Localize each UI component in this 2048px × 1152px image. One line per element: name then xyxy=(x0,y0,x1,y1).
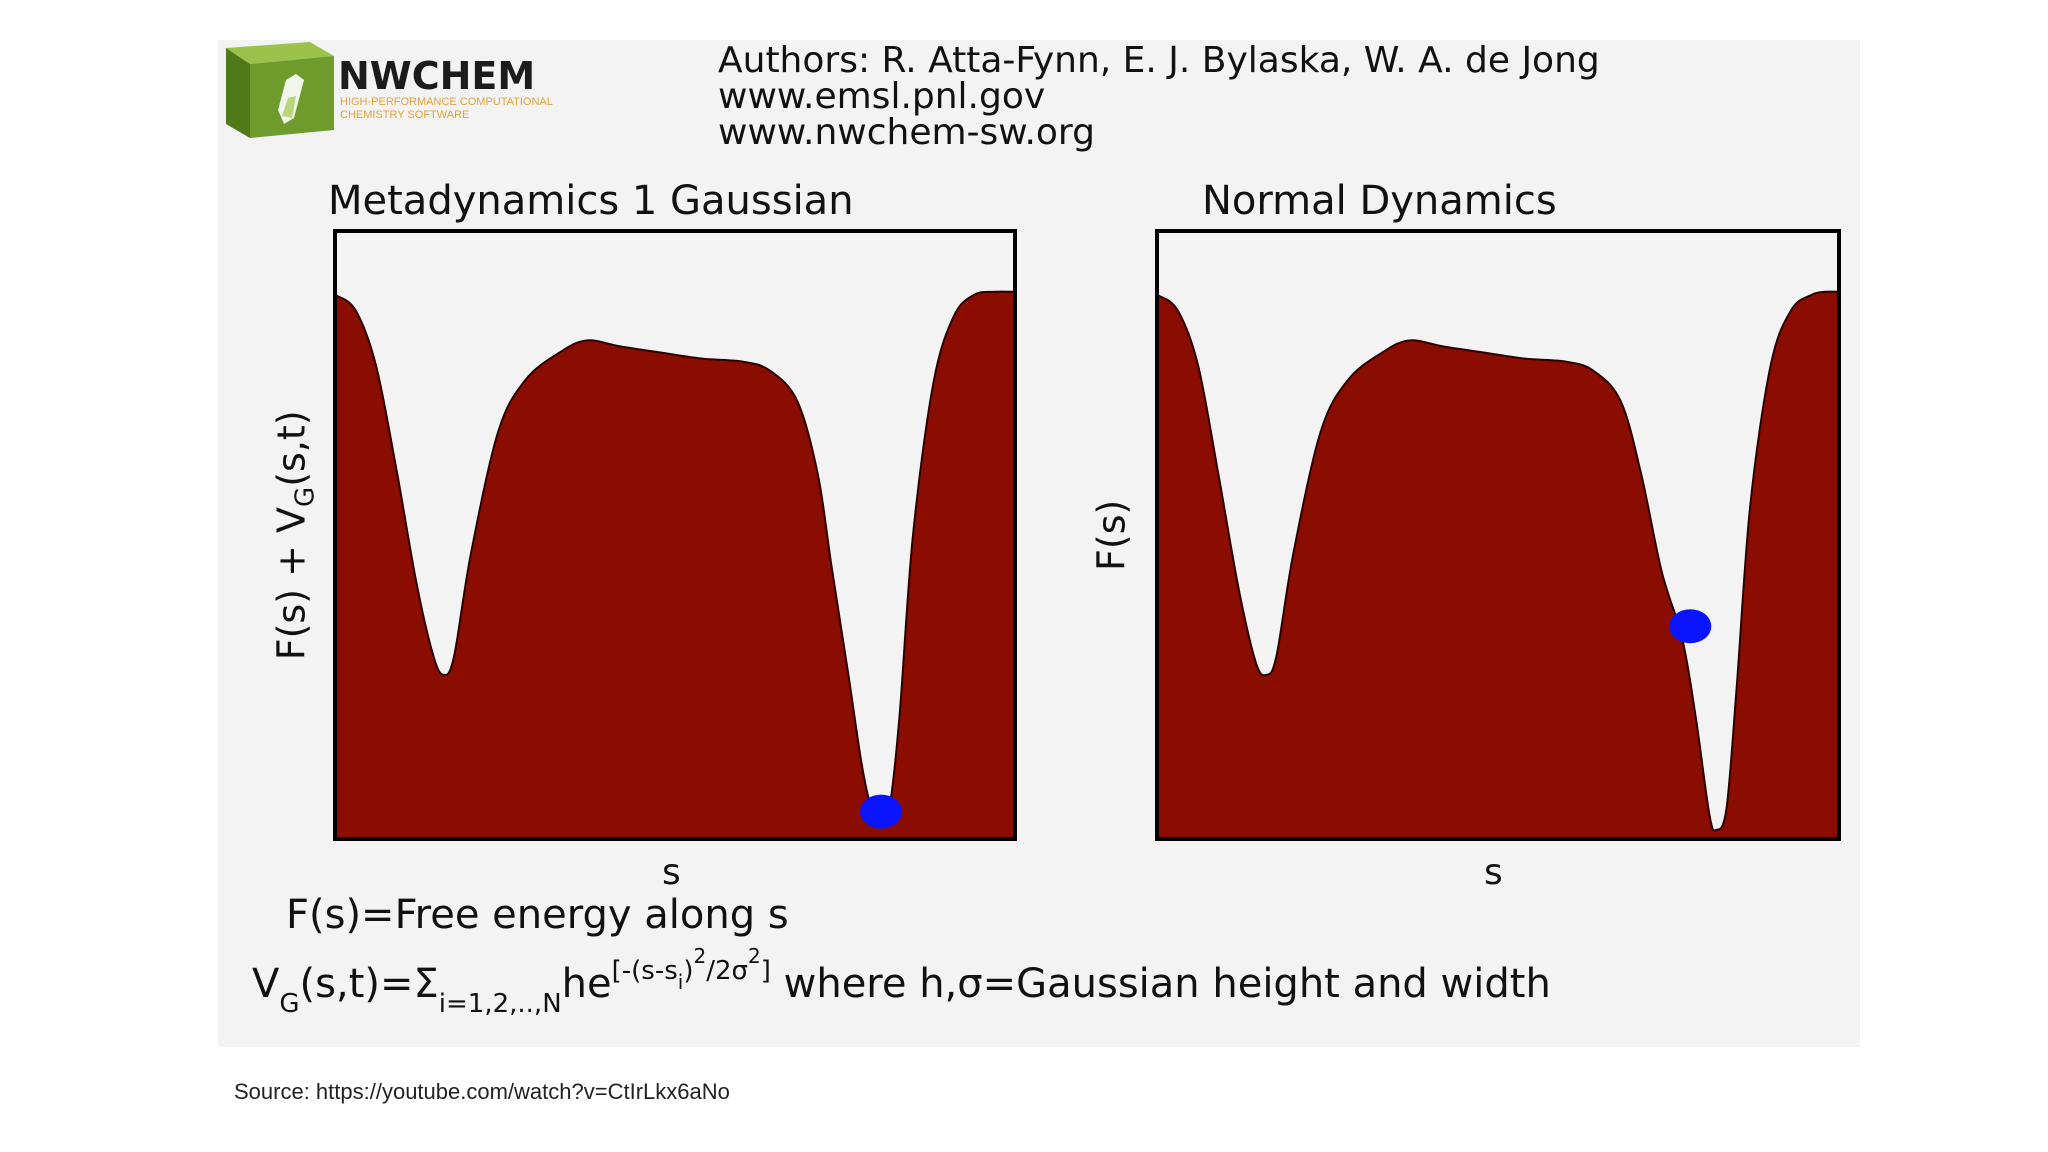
left-plot xyxy=(333,229,1017,841)
url-emsl: www.emsl.pnl.gov xyxy=(718,76,1046,117)
logo-subtitle-line-2: CHEMISTRY SOFTWARE xyxy=(340,109,470,121)
logo-subtitle: HIGH-PERFORMANCE COMPUTATIONAL CHEMISTRY… xyxy=(340,96,640,122)
logo-name: NWCHEM xyxy=(338,54,536,98)
source-citation: Source: https://youtube.com/watch?v=CtIr… xyxy=(234,1079,730,1104)
right-plot-xlabel: s xyxy=(1484,852,1503,893)
logo-subtitle-line-1: HIGH-PERFORMANCE COMPUTATIONAL xyxy=(340,96,553,108)
free-energy-area xyxy=(1156,290,1840,840)
walker-ball xyxy=(860,794,903,829)
walker-ball xyxy=(1669,609,1712,644)
left-plot-xlabel: s xyxy=(662,852,681,893)
plot-frame xyxy=(333,229,1017,841)
nwchem-logo-cube-icon xyxy=(226,42,334,138)
plot-frame xyxy=(1155,229,1841,841)
left-plot-ylabel: F(s) + VG(s,t) xyxy=(269,410,321,661)
right-plot-ylabel: F(s) xyxy=(1089,499,1134,571)
right-plot-title: Normal Dynamics xyxy=(1202,178,1557,224)
authors: Authors: R. Atta-Fynn, E. J. Bylaska, W.… xyxy=(718,40,1600,81)
free-energy-caption: F(s)=Free energy along s xyxy=(286,892,789,938)
right-plot xyxy=(1155,229,1841,841)
url-nwchem: www.nwchem-sw.org xyxy=(718,112,1095,153)
left-plot-title: Metadynamics 1 Gaussian xyxy=(328,178,854,224)
gaussian-formula: VG(s,t)=Σi=1,2,..,Nhe[-(s-si)2/2σ2] wher… xyxy=(252,944,1551,1019)
free-energy-area xyxy=(334,290,1016,840)
